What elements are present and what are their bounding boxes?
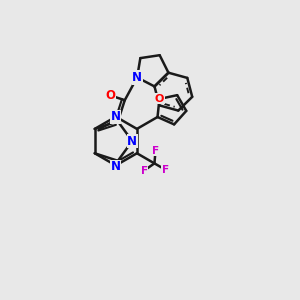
Text: O: O [106, 89, 116, 102]
Text: N: N [111, 160, 121, 173]
Text: F: F [141, 166, 148, 176]
Text: O: O [155, 94, 164, 104]
Text: N: N [132, 71, 142, 84]
Text: N: N [111, 110, 121, 123]
Text: F: F [162, 165, 169, 175]
Text: O: O [104, 92, 115, 104]
Text: F: F [152, 146, 159, 156]
Text: N: N [127, 135, 137, 148]
